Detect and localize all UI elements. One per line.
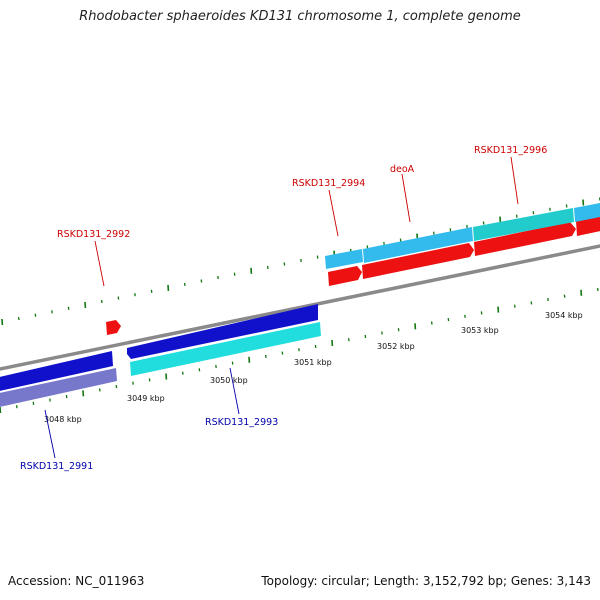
gene-feature-2991-block[interactable] — [0, 351, 113, 392]
tick-label-3048: 3048 kbp — [44, 415, 82, 424]
lightblue-feature-3[interactable] — [574, 202, 600, 222]
tick-label-3054: 3054 kbp — [545, 311, 583, 320]
chromosome-backbone — [0, 244, 600, 371]
forward-strand-features — [0, 215, 600, 392]
teal-feature[interactable] — [473, 208, 574, 241]
inner-tick-row — [0, 287, 599, 414]
tick-label-3049: 3049 kbp — [127, 394, 165, 403]
tick-label-3053: 3053 kbp — [461, 326, 499, 335]
gene-feature-2996[interactable] — [474, 222, 576, 256]
label-leaders — [44, 156, 519, 459]
tick-label-3052: 3052 kbp — [377, 342, 415, 351]
gene-feature-2994[interactable] — [328, 266, 362, 286]
gene-label-2993[interactable]: RSKD131_2993 — [205, 417, 278, 428]
cyan-feature-2993[interactable] — [130, 322, 321, 376]
tick-label-3051: 3051 kbp — [294, 358, 332, 367]
gene-feature-2997[interactable] — [576, 215, 600, 236]
gene-feature-2993-block[interactable] — [127, 304, 318, 359]
accession-text: Accession: NC_011963 — [8, 574, 145, 588]
gene-feature-2992[interactable] — [106, 320, 121, 335]
gene-label-2991[interactable]: RSKD131_2991 — [20, 461, 93, 472]
lavender-feature-2991[interactable] — [0, 368, 117, 408]
lightblue-feature-1[interactable] — [325, 249, 363, 269]
gene-label-deoA[interactable]: deoA — [390, 164, 415, 175]
gene-label-2992[interactable]: RSKD131_2992 — [57, 229, 130, 240]
genome-stats-text: Topology: circular; Length: 3,152,792 bp… — [261, 574, 591, 588]
map-title: Rhodobacter sphaeroides KD131 chromosome… — [79, 9, 521, 24]
tick-labels: 3048 kbp 3049 kbp 3050 kbp 3051 kbp 3052… — [44, 311, 583, 424]
tick-label-3050: 3050 kbp — [210, 376, 248, 385]
gene-labels: RSKD131_2992 RSKD131_2994 deoA RSKD131_2… — [20, 145, 547, 472]
lightblue-feature-2[interactable] — [363, 227, 473, 263]
reverse-strand-features — [0, 322, 321, 408]
upper-track-features — [325, 202, 600, 269]
gene-label-2996[interactable]: RSKD131_2996 — [474, 145, 547, 156]
gene-feature-deoA[interactable] — [362, 243, 474, 279]
gene-label-2994[interactable]: RSKD131_2994 — [292, 178, 365, 189]
